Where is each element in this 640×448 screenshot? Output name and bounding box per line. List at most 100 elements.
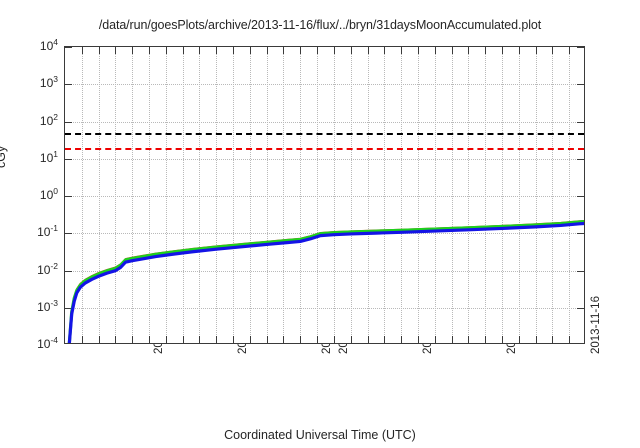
x-axis-tick [98,336,100,343]
x-axis-tick [417,47,419,54]
y-axis-tick [65,84,72,86]
plot-area [64,46,585,344]
y-axis-tick-label: 10-3 [8,298,58,314]
x-axis-tick [401,336,403,343]
x-axis-tick [182,47,184,54]
y-tick-exponent: 0 [53,186,58,196]
y-tick-exponent: 4 [53,37,58,47]
x-axis-tick [367,336,369,343]
data-series-layer [67,219,584,343]
x-axis-tick [384,47,386,54]
x-axis-tick [417,336,419,343]
x-axis-tick [149,336,151,343]
series-line [67,221,584,343]
y-axis-tick-label: 102 [8,112,58,128]
x-axis-tick [485,47,487,54]
series-line [68,219,584,343]
x-axis-tick [199,47,201,54]
x-axis-tick [149,47,151,54]
x-axis-tick [552,336,554,343]
y-tick-mantissa: 10 [37,262,51,277]
x-axis-tick [115,336,117,343]
x-axis-tick [317,336,319,343]
x-axis-tick [165,336,167,343]
x-axis-tick [98,47,100,54]
y-axis-tick [65,47,72,48]
y-axis-tick-label: 104 [8,37,58,53]
x-axis-tick [434,47,436,54]
x-axis-label: Coordinated Universal Time (UTC) [224,428,416,442]
x-axis-tick [501,336,503,343]
black-threshold [65,132,584,135]
x-axis-tick [535,336,537,343]
y-tick-exponent: 3 [53,74,58,85]
y-tick-mantissa: 10 [39,188,54,202]
x-axis-tick [367,47,369,54]
y-axis-tick [65,233,72,235]
y-axis-tick-label: 100 [8,186,58,202]
x-axis-tick [552,47,554,54]
x-axis-tick-label: 2013-11-16 [590,296,602,354]
x-axis-tick [266,336,268,343]
y-axis-label: cGy [0,145,8,168]
x-axis-tick [283,47,285,54]
y-tick-exponent: -3 [50,297,58,308]
y-tick-exponent: -4 [50,335,58,345]
y-axis-tick-label: 10-1 [8,223,58,239]
x-axis-tick [81,336,83,343]
y-tick-mantissa: 10 [39,76,54,91]
x-axis-tick [300,336,302,343]
y-axis-tick [65,307,72,309]
y-axis-tick [577,158,584,160]
y-tick-mantissa: 10 [37,225,51,240]
x-axis-tick [333,47,335,54]
y-tick-mantissa: 10 [39,150,54,165]
x-axis-tick [216,47,218,54]
y-axis-tick-label: 101 [8,149,58,165]
y-axis-tick [577,270,584,272]
x-axis-tick [266,47,268,54]
x-axis-tick [165,47,167,54]
x-axis-tick [451,47,453,54]
series-line [67,220,584,343]
x-axis-tick [199,336,201,343]
y-tick-exponent: 1 [53,148,58,159]
y-axis-tick [577,121,584,123]
x-axis-tick [81,47,83,54]
x-axis-tick [333,336,335,343]
red-threshold [65,147,584,150]
x-axis-tick [182,336,184,343]
x-axis-tick [115,47,117,54]
y-tick-mantissa: 10 [37,337,51,351]
y-tick-exponent: -1 [50,223,58,234]
x-axis-tick [485,336,487,343]
y-axis-tick-label: 10-4 [8,335,58,351]
y-axis-tick [577,47,584,48]
y-axis-tick [65,121,72,123]
x-axis-tick [468,47,470,54]
y-axis-tick-label: 10-2 [8,261,58,277]
x-axis-tick [317,47,319,54]
x-axis-tick [518,336,520,343]
y-tick-exponent: 2 [53,111,58,122]
y-axis-tick [65,270,72,272]
x-axis-tick [216,336,218,343]
y-axis-tick [65,158,72,160]
x-axis-tick [501,47,503,54]
x-axis-tick [249,336,251,343]
y-axis-tick [577,307,584,309]
x-axis-tick [132,47,134,54]
x-axis-tick [569,47,571,54]
x-axis-tick [451,336,453,343]
x-axis-tick [350,336,352,343]
x-axis-tick [350,47,352,54]
x-axis-tick [518,47,520,54]
x-axis-tick [434,336,436,343]
x-axis-tick [233,47,235,54]
x-axis-tick [300,47,302,54]
x-axis-tick [233,336,235,343]
y-axis-tick [577,196,584,197]
y-tick-exponent: -2 [50,260,58,271]
y-axis-tick-label: 103 [8,74,58,90]
